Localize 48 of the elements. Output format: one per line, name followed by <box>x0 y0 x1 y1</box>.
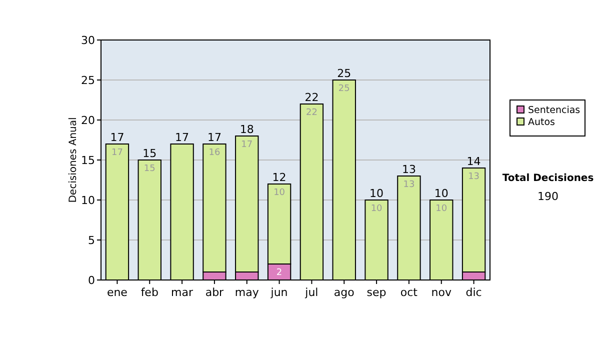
total-label: 17 <box>175 131 190 144</box>
x-tick-label: may <box>234 286 260 299</box>
total-label: 15 <box>142 147 157 160</box>
x-tick-label: jun <box>270 286 288 299</box>
x-tick-label: nov <box>431 286 452 299</box>
data-label: 10 <box>370 204 383 214</box>
data-label: 17 <box>111 148 123 158</box>
x-tick-label: abr <box>205 286 224 299</box>
x-tick-label: ago <box>334 286 355 299</box>
data-label: 2 <box>276 268 282 278</box>
y-axis-title: Decisiones Anual <box>68 117 79 203</box>
total-label: 10 <box>370 187 384 200</box>
total-label: 17 <box>207 131 222 144</box>
y-tick-label: 25 <box>81 74 95 87</box>
data-label: 15 <box>144 164 156 174</box>
legend-label: Autos <box>528 117 556 128</box>
total-label: 12 <box>272 171 286 184</box>
x-tick-label: feb <box>140 286 158 299</box>
x-tick-label: mar <box>171 286 194 299</box>
y-tick-label: 10 <box>81 194 95 207</box>
data-label: 17 <box>241 140 253 150</box>
x-tick-label: jul <box>304 286 318 299</box>
total-label: 13 <box>402 163 416 176</box>
data-label: 25 <box>338 84 350 94</box>
total-label: 10 <box>434 187 448 200</box>
data-label: 16 <box>208 148 220 158</box>
total-label: 14 <box>466 155 481 168</box>
total-label: 22 <box>304 91 319 104</box>
y-tick-label: 30 <box>81 34 95 47</box>
legend-label: Sentencias <box>528 105 580 116</box>
total-label: 25 <box>337 67 352 80</box>
total-label: 17 <box>110 131 124 144</box>
data-label: 13 <box>468 172 480 182</box>
x-tick-label: oct <box>400 286 418 299</box>
y-tick-label: 15 <box>81 154 95 167</box>
total-label: 18 <box>240 123 254 136</box>
y-tick-label: 0 <box>88 274 95 287</box>
x-tick-label: ene <box>106 286 128 299</box>
text: 190 <box>538 190 558 203</box>
x-tick-label: dic <box>466 286 482 299</box>
x-tick-label: sep <box>366 286 386 299</box>
data-label: 13 <box>403 180 415 190</box>
data-label: 10 <box>436 204 448 214</box>
text: Total Decisiones <box>502 173 594 184</box>
data-label: 22 <box>306 108 318 118</box>
data-label: 10 <box>274 188 286 198</box>
y-tick-label: 5 <box>88 234 95 247</box>
y-tick-label: 20 <box>81 114 95 127</box>
